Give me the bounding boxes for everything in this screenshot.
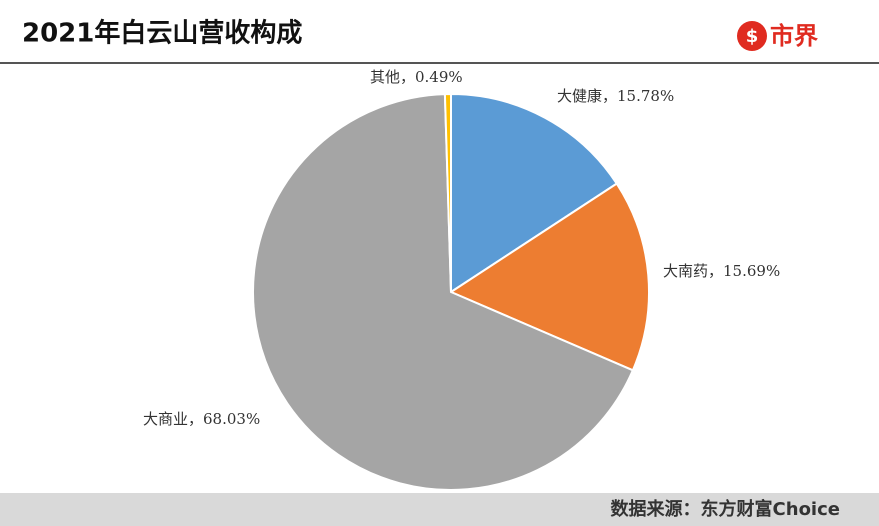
pie: 大健康，15.78% 大南药，15.69% 大商业，68.03% 其他，0.49% <box>143 68 780 491</box>
pie-slice <box>443 92 452 293</box>
data-label: 其他，0.49% <box>370 68 463 86</box>
pie-slice <box>448 182 650 372</box>
logo-icon-glyph: $ <box>746 26 759 47</box>
data-label: 大健康，15.78% <box>557 87 674 105</box>
logo-icon <box>737 21 767 51</box>
logo-text: 市界 <box>770 22 818 50</box>
footer-bar <box>0 493 879 526</box>
chart-title: 2021年白云山营收构成 <box>22 18 302 49</box>
data-label: 大南药，15.69% <box>663 262 780 280</box>
pie-slice <box>252 93 635 491</box>
logo: $ 市界 <box>737 21 818 51</box>
source-note: 数据来源：东方财富Choice <box>611 498 840 520</box>
data-label: 大商业，68.03% <box>143 410 260 428</box>
pie-slice <box>450 92 619 294</box>
